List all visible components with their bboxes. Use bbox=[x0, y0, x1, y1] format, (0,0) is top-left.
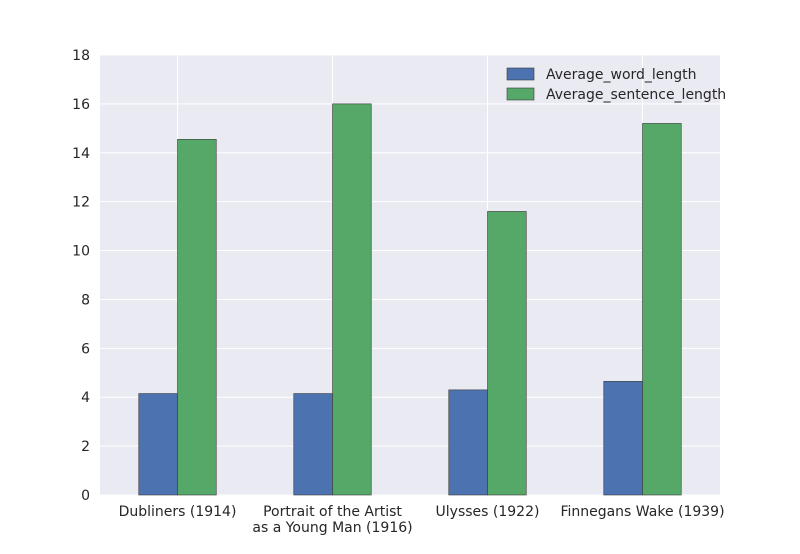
y-tick-label: 18 bbox=[72, 48, 90, 64]
x-tick-label: Ulysses (1922) bbox=[436, 504, 540, 520]
legend-swatch bbox=[506, 87, 535, 101]
bars bbox=[138, 103, 682, 496]
x-tick-label: Portrait of the Artist bbox=[263, 504, 402, 520]
bar-average-word-length bbox=[138, 393, 178, 496]
bar-average-sentence-length bbox=[642, 123, 682, 496]
legend-label: Average_word_length bbox=[546, 67, 697, 83]
bar-average-word-length bbox=[293, 393, 333, 496]
y-tick-label: 8 bbox=[81, 292, 90, 308]
x-tick-label: as a Young Man (1916) bbox=[252, 520, 412, 536]
x-tick-label: Dubliners (1914) bbox=[119, 504, 237, 520]
y-tick-label: 14 bbox=[72, 146, 90, 162]
y-tick-label: 16 bbox=[72, 97, 90, 113]
x-axis-ticks: Dubliners (1914) Portrait of the Artistas… bbox=[119, 504, 725, 536]
y-tick-label: 6 bbox=[81, 341, 90, 357]
x-tick-label: Finnegans Wake (1939) bbox=[560, 504, 724, 520]
y-tick-label: 10 bbox=[72, 244, 90, 260]
y-tick-label: 2 bbox=[81, 439, 90, 455]
y-tick-label: 12 bbox=[72, 195, 90, 211]
bar-average-word-length bbox=[603, 381, 643, 496]
y-axis-ticks: 0 2 4 6 8 10 12 14 16 18 bbox=[72, 48, 90, 504]
bar-average-sentence-length bbox=[332, 103, 372, 496]
bar-average-sentence-length bbox=[487, 211, 527, 496]
bar-average-word-length bbox=[448, 389, 488, 496]
legend: Average_word_length Average_sentence_leng… bbox=[506, 67, 726, 103]
y-tick-label: 0 bbox=[81, 488, 90, 504]
legend-swatch bbox=[506, 67, 535, 81]
y-tick-label: 4 bbox=[81, 390, 90, 406]
legend-label: Average_sentence_length bbox=[546, 87, 726, 103]
bar-average-sentence-length bbox=[177, 139, 217, 496]
